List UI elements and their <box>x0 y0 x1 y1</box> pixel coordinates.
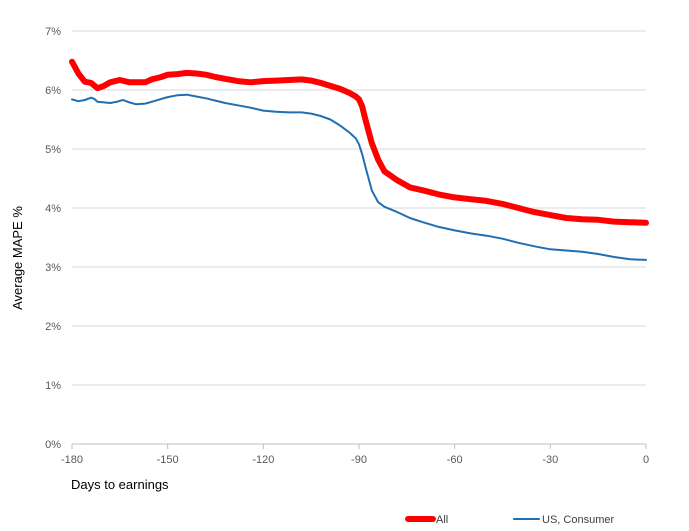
y-tick-label: 0% <box>45 439 61 451</box>
x-tick-label: -90 <box>351 454 367 466</box>
x-tick-label: -180 <box>61 454 83 466</box>
y-tick-label: 3% <box>45 262 61 274</box>
y-axis-ticks: 0% 1% 2% 3% 4% 5% 6% 7% <box>45 26 61 451</box>
y-tick-label: 1% <box>45 380 61 392</box>
series-layer <box>69 58 649 261</box>
series-line-0 <box>69 58 649 226</box>
y-tick-label: 2% <box>45 321 61 333</box>
x-tick-label: -30 <box>542 454 558 466</box>
legend: All US, Consumer <box>405 514 614 526</box>
y-tick-label: 6% <box>45 85 61 97</box>
x-tick-label: -120 <box>252 454 274 466</box>
y-tick-label: 4% <box>45 203 61 215</box>
legend-label-0: All <box>436 514 448 526</box>
x-axis-title: Days to earnings <box>71 477 169 492</box>
gridlines <box>72 30 646 386</box>
x-tick-label: -60 <box>447 454 463 466</box>
x-axis-ticks: -180 -150 -120 -90 -60 -30 0 <box>61 444 649 466</box>
legend-label-1: US, Consumer <box>542 514 614 526</box>
y-tick-label: 5% <box>45 144 61 156</box>
x-tick-label: -150 <box>157 454 179 466</box>
y-axis-title: Average MAPE % <box>10 206 25 310</box>
x-tick-label: 0 <box>643 454 649 466</box>
y-tick-label: 7% <box>45 26 61 38</box>
series-line-1 <box>71 93 647 261</box>
